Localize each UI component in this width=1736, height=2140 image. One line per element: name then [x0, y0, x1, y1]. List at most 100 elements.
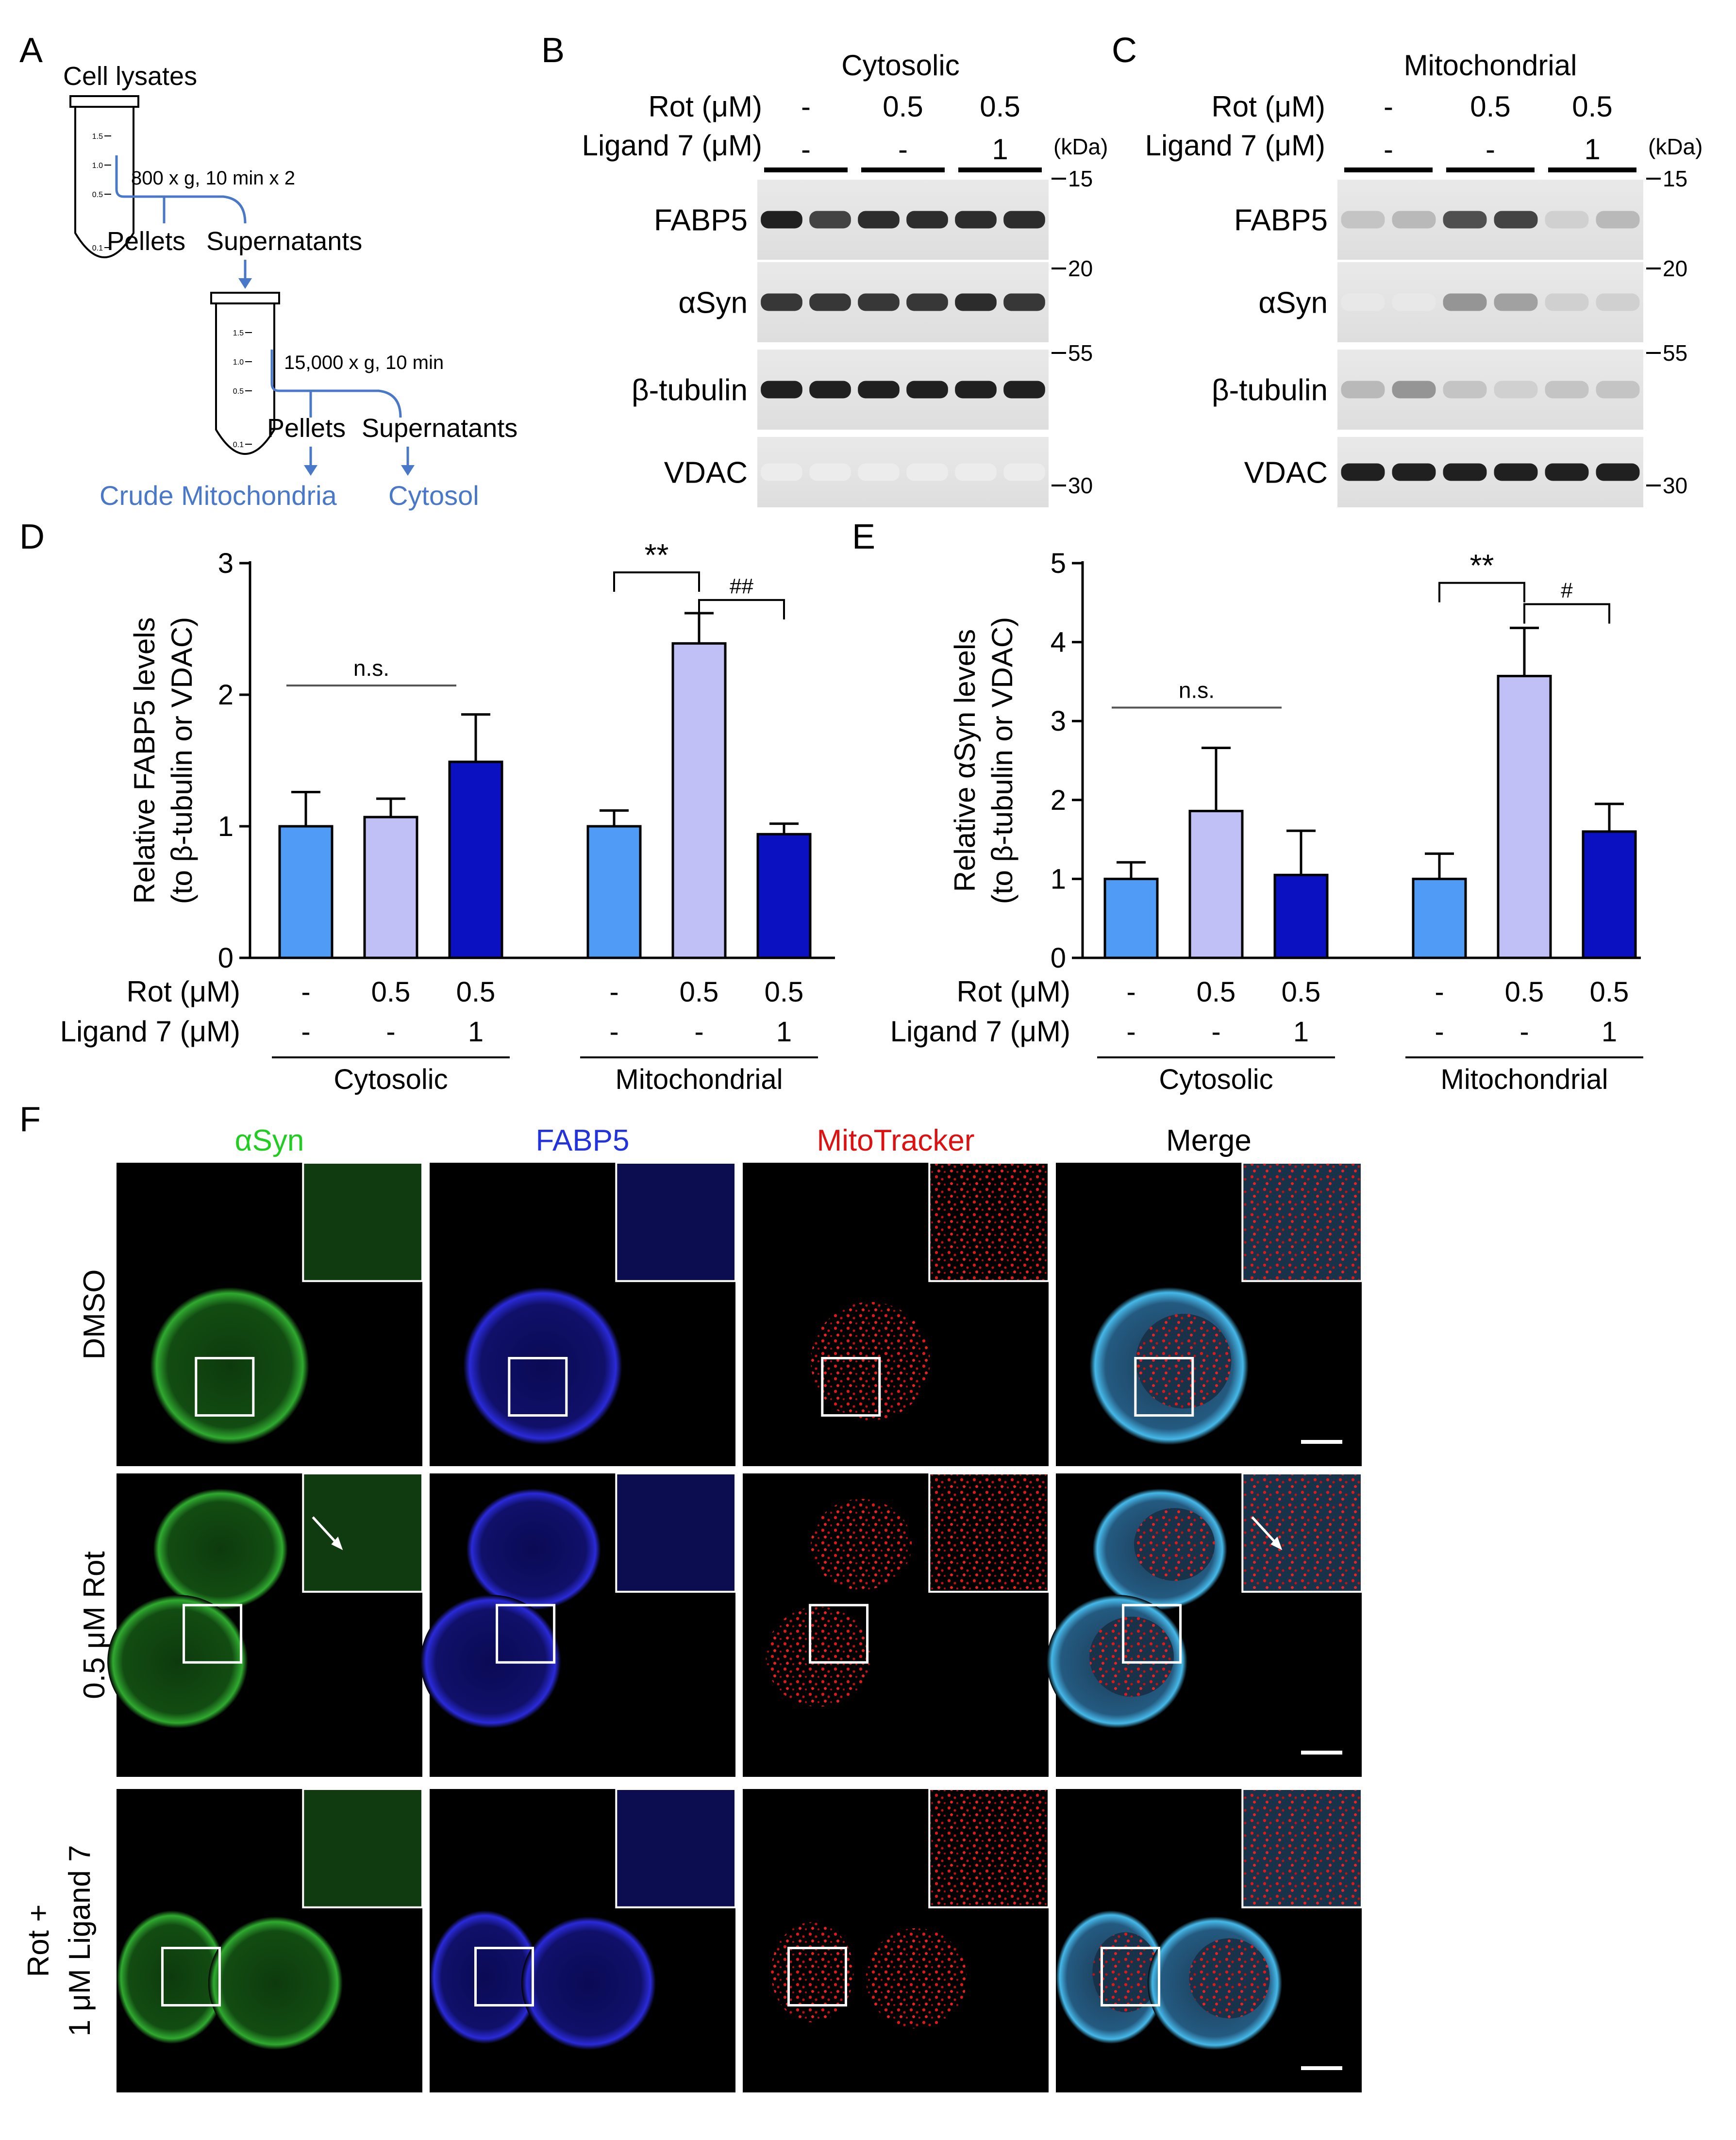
d-sig2-label: ##	[730, 574, 753, 598]
c-band	[1596, 381, 1640, 399]
panel-d-fabp5-bar-chart: D 0 1 2 3 Relative FABP5 levels (to β-tubulin …	[19, 518, 835, 1095]
d-sig-label: **	[645, 537, 669, 572]
c-band	[1341, 381, 1385, 399]
b-band	[1003, 293, 1045, 311]
c-blot-strip	[1337, 262, 1643, 342]
c-rot-row-label: Rot (μM)	[1211, 90, 1325, 123]
e-rot-value: 0.5	[1590, 976, 1629, 1008]
d-bar	[363, 816, 418, 959]
row-label-0: DMSO	[78, 1270, 111, 1360]
roi-box	[809, 1604, 869, 1664]
col-header-3: Merge	[1166, 1124, 1252, 1157]
d-ns-label: n.s.	[353, 655, 389, 681]
panel-letter-c: C	[1112, 31, 1137, 70]
e-bar	[1497, 675, 1552, 959]
b-blot-label: FABP5	[654, 204, 748, 237]
panel-a-fractionation-diagram: A Cell lysates 1.5 1.0 0.5 0.1 800 x g, 10 min…	[19, 31, 517, 511]
b-marker-label: 55	[1068, 340, 1093, 366]
e-bar	[1103, 877, 1159, 959]
b-marker-label: 20	[1068, 256, 1093, 281]
b-band	[809, 463, 851, 481]
b-band	[858, 463, 900, 481]
e-y-tick-label: 2	[1051, 785, 1066, 816]
e-y-tick-label: 0	[1051, 942, 1066, 974]
roi-box	[1101, 1947, 1160, 2006]
supernatants-1-label: Supernatants	[206, 227, 362, 256]
zoom-inset	[302, 1162, 423, 1282]
c-band	[1443, 293, 1487, 311]
cell-body	[466, 1488, 601, 1610]
b-band	[858, 293, 900, 311]
d-y-tick-label: 2	[218, 679, 234, 711]
e-y-label-line-2: (to β-tubulin or VDAC)	[986, 617, 1018, 904]
col-header-0: αSyn	[235, 1124, 304, 1157]
cell-body	[153, 1488, 288, 1610]
zoom-inset	[1241, 1788, 1363, 1908]
e-ns-label: n.s.	[1179, 678, 1215, 703]
cell-body	[107, 1595, 248, 1728]
zoom-inset	[928, 1472, 1050, 1593]
arrow-indicator-head	[1270, 1537, 1283, 1550]
e-rot-row-label: Rot (μM)	[956, 975, 1070, 1008]
b-band	[761, 463, 802, 481]
roi-box	[496, 1604, 556, 1664]
e-y-tick-label: 1	[1051, 863, 1066, 895]
roi-box	[1122, 1604, 1182, 1664]
row-label-2: Rot +	[22, 1905, 55, 1977]
e-ligand-value: 1	[1293, 1016, 1309, 1048]
crude-mitochondria-label: Crude Mitochondria	[100, 480, 337, 511]
b-band	[809, 293, 851, 311]
b-band	[906, 463, 948, 481]
roi-box	[1134, 1357, 1194, 1417]
roi-box	[821, 1357, 881, 1417]
b-rot-value: -	[801, 90, 811, 123]
tube-1-tick-label: 1.0	[92, 162, 103, 170]
mitochondria-overlay	[1189, 1938, 1270, 2019]
roi-box	[508, 1357, 568, 1417]
d-bar	[448, 760, 503, 959]
c-ligand-row-label: Ligand 7 (μM)	[1145, 129, 1325, 162]
c-marker-label: 30	[1663, 473, 1687, 498]
zoom-inset	[615, 1162, 737, 1282]
c-blot-strip	[1337, 180, 1643, 260]
c-marker-label: 55	[1663, 340, 1687, 366]
c-blot-label: FABP5	[1234, 204, 1328, 237]
mitochondria-overlay	[1134, 1508, 1215, 1581]
e-sig2-label: #	[1561, 579, 1573, 602]
d-group-label: Mitochondrial	[616, 1064, 783, 1095]
c-band	[1596, 293, 1640, 311]
c-rot-value: 0.5	[1572, 90, 1612, 123]
zoom-inset	[615, 1472, 737, 1593]
mitochondria-overlay	[1092, 1932, 1159, 2012]
b-band	[858, 211, 900, 229]
b-band	[955, 211, 997, 229]
e-ligand-row-label: Ligand 7 (μM)	[890, 1015, 1070, 1048]
b-band	[761, 381, 802, 399]
b-kda-label: (kDa)	[1053, 134, 1108, 159]
roi-box	[183, 1604, 243, 1664]
c-band	[1341, 293, 1385, 311]
c-band	[1545, 293, 1589, 311]
d-rot-row-label: Rot (μM)	[126, 975, 240, 1008]
c-blot-strip	[1337, 437, 1643, 507]
d-bar	[756, 833, 812, 959]
d-bar	[586, 825, 642, 959]
c-band	[1392, 381, 1436, 399]
d-sig2-bracket	[698, 599, 785, 619]
d-ligand-value: -	[609, 1016, 618, 1048]
b-band	[955, 463, 997, 481]
c-rot-value: -	[1384, 90, 1393, 123]
e-rot-value: 0.5	[1282, 976, 1321, 1008]
c-ligand-value: 1	[1584, 133, 1600, 166]
e-ligand-value: -	[1126, 1016, 1135, 1048]
tube-2-cap	[210, 292, 280, 304]
mitochondria-cluster	[766, 1606, 871, 1707]
panel-letter-d: D	[19, 518, 45, 556]
b-marker-label: 15	[1068, 166, 1093, 191]
zoom-inset	[302, 1472, 423, 1593]
c-band	[1392, 463, 1436, 481]
d-ligand-value: -	[301, 1016, 310, 1048]
d-ligand-value: -	[386, 1016, 395, 1048]
c-band	[1341, 463, 1385, 481]
zoom-inset	[615, 1788, 737, 1908]
